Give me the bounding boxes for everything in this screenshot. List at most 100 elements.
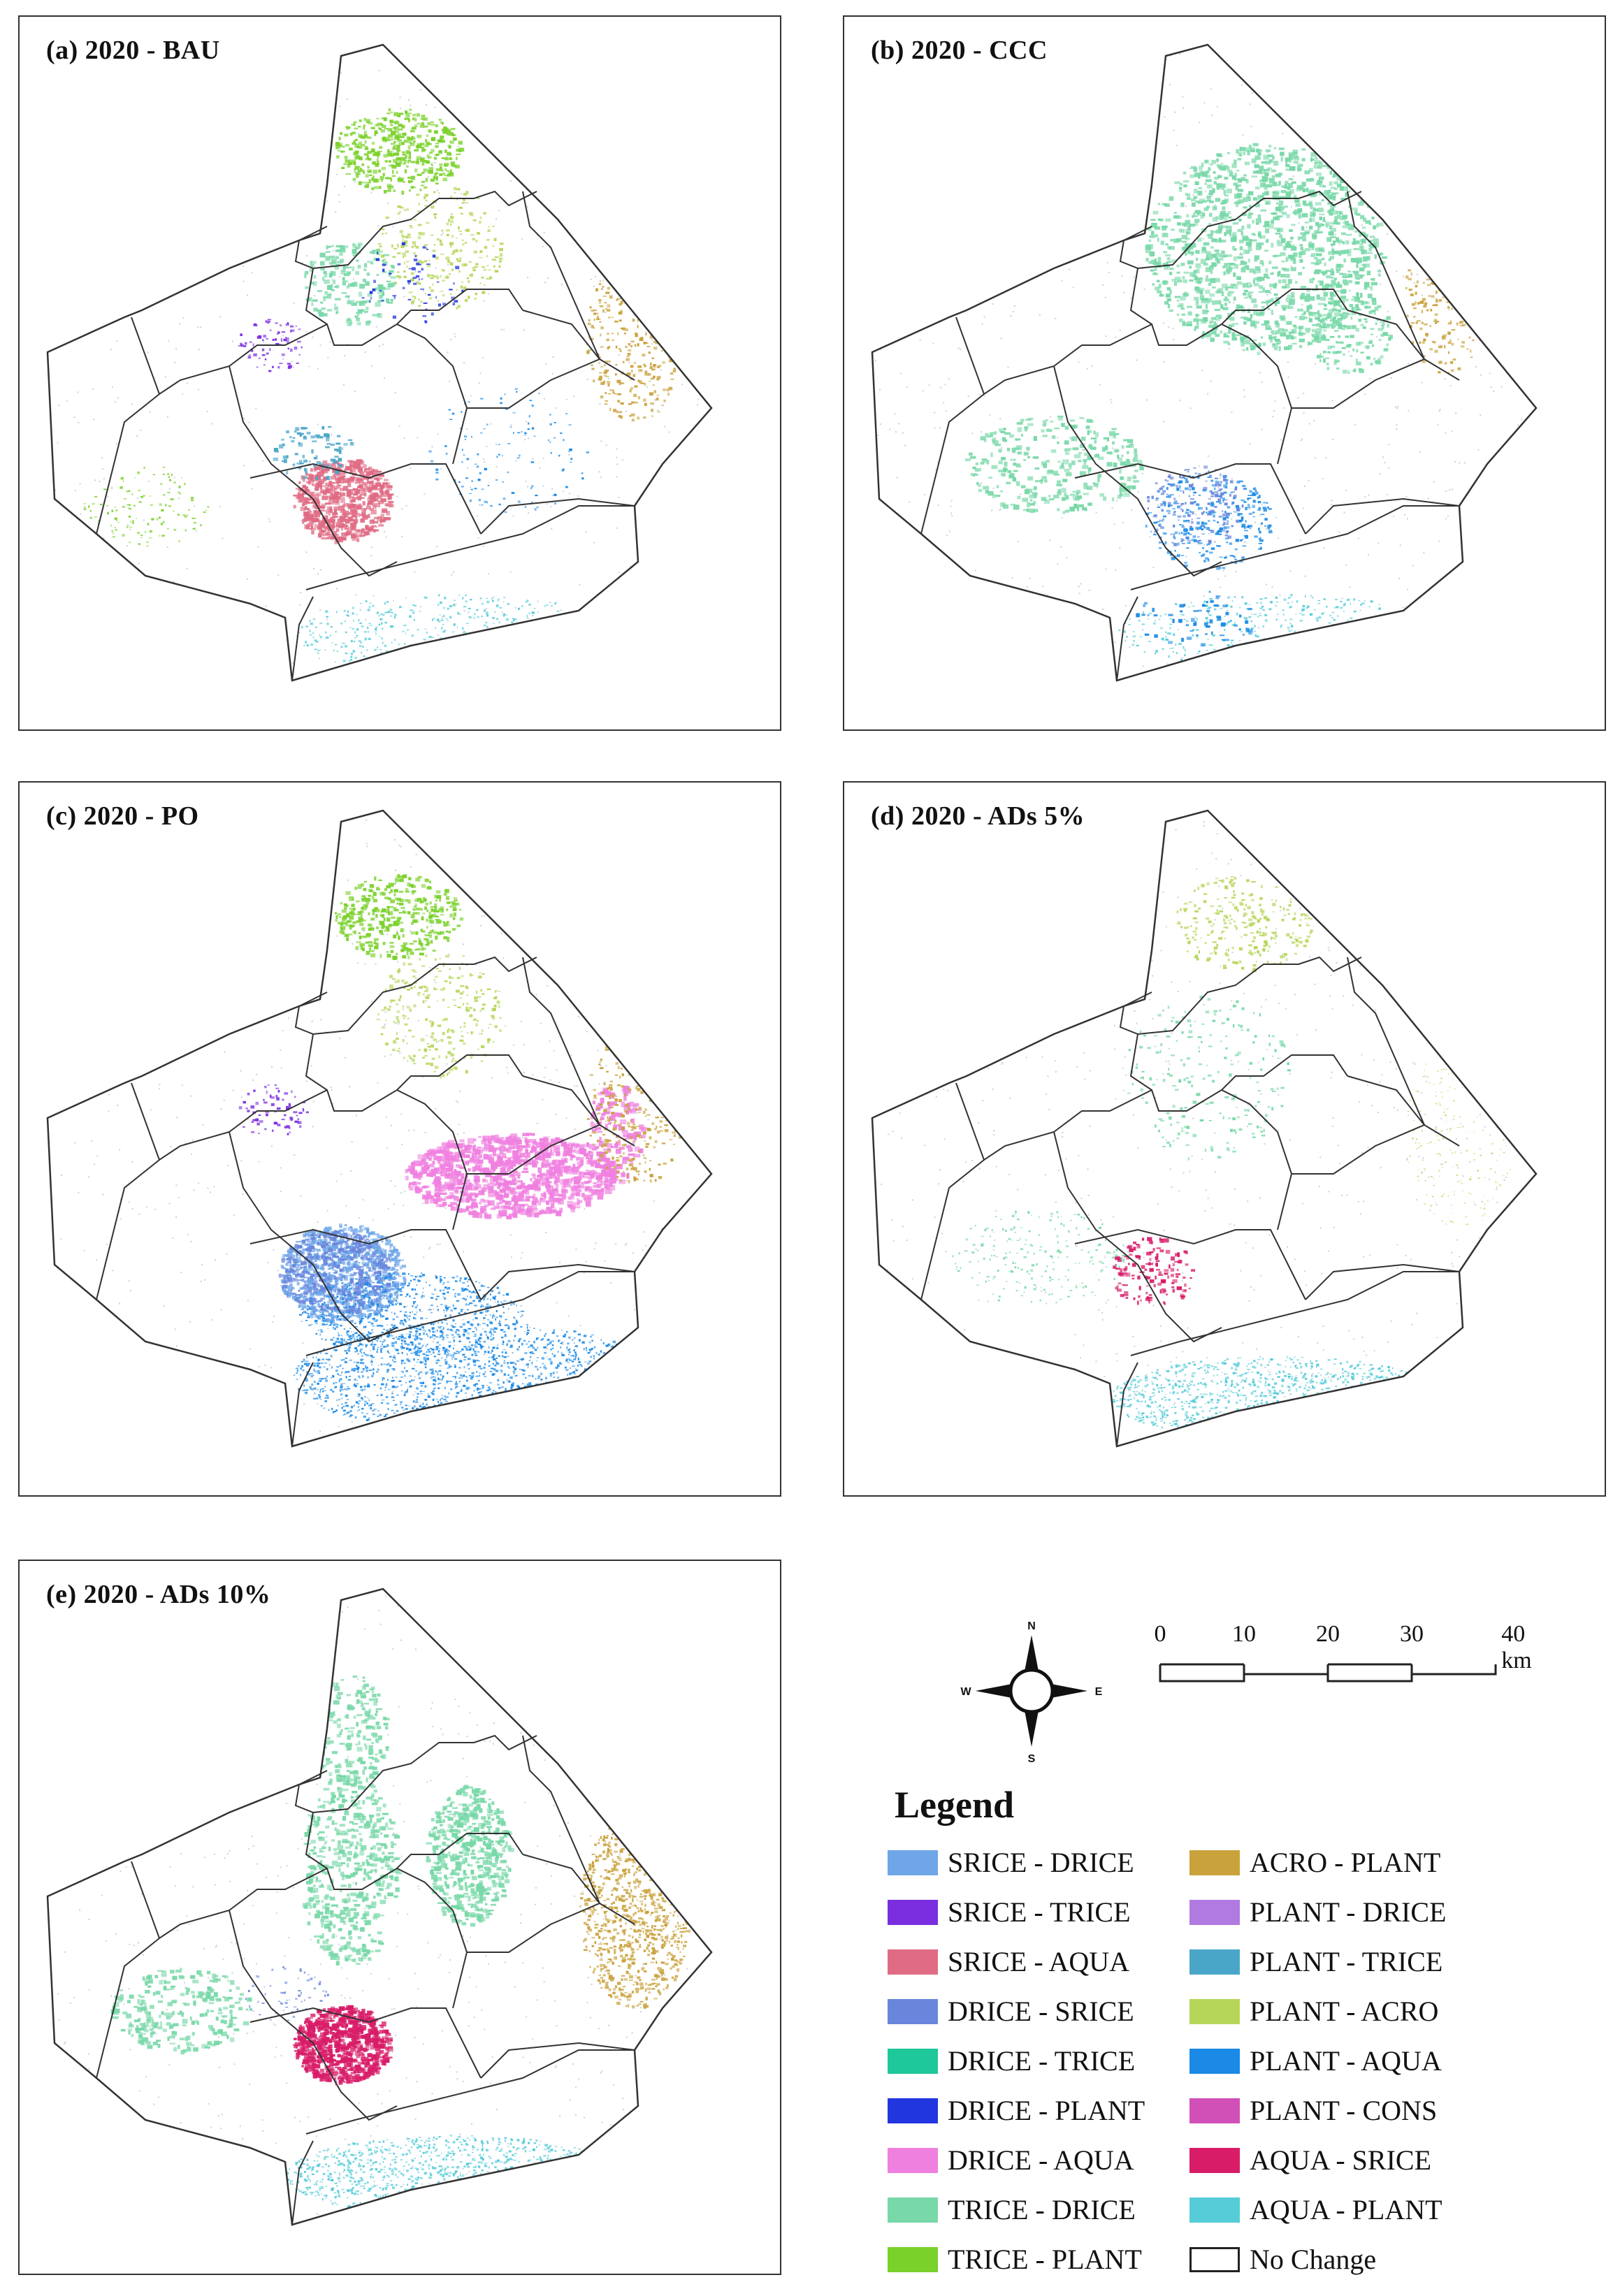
patch-trice-plant (389, 119, 393, 124)
patch-acro-plant (619, 349, 622, 352)
patch-trice-plant (428, 169, 433, 174)
patch-trice-plant (449, 170, 452, 175)
patch-trice-plant (180, 493, 181, 495)
patch-acro-plant (635, 334, 638, 337)
speckle (695, 149, 697, 151)
patch-trice-drice (1166, 287, 1171, 291)
patch-srice-aqua (350, 522, 356, 528)
speckle (1290, 498, 1292, 500)
patch-trice-plant (106, 505, 108, 507)
speckle (211, 423, 213, 425)
patch-trice-drice (382, 259, 385, 262)
speckle (1387, 129, 1389, 131)
patch-srice-aqua (373, 525, 378, 528)
patch-trice-plant (337, 145, 342, 147)
speckle (1090, 217, 1092, 219)
patch-srice-aqua (328, 506, 333, 511)
patch-trice-drice (1316, 323, 1322, 327)
speckle (479, 372, 482, 375)
speckle (1405, 682, 1407, 683)
patch-srice-aqua (328, 534, 334, 538)
speckle (1455, 226, 1457, 228)
patch-trice-plant (365, 145, 368, 149)
patch-trice-drice (1203, 242, 1210, 245)
patch-srice-aqua (331, 525, 335, 528)
speckle (482, 545, 484, 547)
patch-aqua-plant (382, 662, 385, 664)
speckle (187, 382, 188, 384)
patch-trice-plant (152, 474, 156, 475)
patch-trice-drice (1239, 154, 1242, 157)
speckle (396, 495, 398, 497)
patch-srice-trice (249, 341, 252, 343)
patch-plant-aqua (534, 508, 537, 511)
patch-trice-drice (1201, 321, 1207, 324)
patch-trice-drice (1228, 264, 1231, 270)
speckle (104, 157, 106, 158)
patch-plant-aqua (500, 397, 502, 400)
patch-trice-drice (1339, 273, 1344, 275)
patch-trice-plant (363, 131, 367, 135)
patch-drice-plant (407, 298, 412, 300)
speckle (263, 177, 266, 179)
patch-trice-drice (1231, 163, 1237, 168)
patch-srice-aqua (339, 487, 345, 491)
patch-acro-plant (600, 346, 604, 348)
speckle (1422, 672, 1424, 674)
patch-trice-drice (1243, 317, 1247, 321)
patch-trice-drice (1333, 240, 1336, 246)
patch-plant-acro (449, 245, 452, 248)
patch-trice-drice (1380, 252, 1384, 256)
speckle (191, 627, 193, 629)
speckle (1147, 618, 1149, 620)
speckle (625, 628, 627, 630)
patch-srice-aqua (309, 494, 314, 497)
speckle (503, 328, 505, 330)
patch-srice-aqua (339, 492, 344, 497)
patch-trice-drice (1310, 254, 1315, 257)
speckle (697, 398, 700, 400)
patch-trice-drice (1285, 256, 1289, 261)
patch-srice-aqua (375, 494, 382, 497)
patch-drice-plant (427, 293, 431, 296)
speckle (451, 574, 453, 576)
patch-acro-plant (598, 283, 602, 285)
patch-trice-plant (83, 507, 86, 509)
patch-trice-plant (447, 152, 451, 156)
speckle (253, 173, 255, 175)
patch-trice-plant (111, 509, 113, 512)
patch-acro-plant (607, 347, 609, 350)
patch-acro-plant (663, 399, 666, 402)
patch-aqua-plant (581, 646, 586, 649)
patch-trice-drice (1251, 158, 1257, 164)
patch-trice-plant (413, 140, 416, 143)
speckle (378, 345, 380, 347)
patch-plant-acro (458, 231, 463, 232)
patch-trice-drice (1214, 309, 1221, 311)
patch-trice-drice (339, 252, 343, 256)
patch-srice-trice (275, 338, 277, 341)
patch-plant-acro (398, 275, 402, 278)
patch-plant-trice (282, 460, 285, 463)
patch-trice-drice (1317, 226, 1320, 231)
patch-acro-plant (646, 310, 650, 314)
patch-trice-plant (374, 124, 379, 126)
speckle (85, 331, 87, 333)
speckle (1220, 586, 1222, 588)
patch-acro-plant (632, 282, 634, 285)
patch-srice-aqua (305, 473, 312, 477)
patch-trice-plant (143, 466, 145, 470)
patch-trice-drice (1301, 158, 1305, 161)
speckle (423, 290, 424, 291)
patch-srice-aqua (314, 523, 317, 528)
patch-trice-drice (1206, 196, 1211, 199)
patch-plant-acro (414, 245, 417, 247)
patch-trice-drice (1233, 296, 1236, 301)
patch-srice-aqua (348, 530, 352, 535)
patch-acro-plant (623, 296, 626, 299)
patch-trice-drice (1244, 339, 1250, 344)
patch-trice-drice (1301, 313, 1306, 316)
patch-trice-plant (354, 127, 359, 130)
patch-aqua-plant (531, 611, 535, 614)
patch-plant-trice (319, 436, 324, 439)
